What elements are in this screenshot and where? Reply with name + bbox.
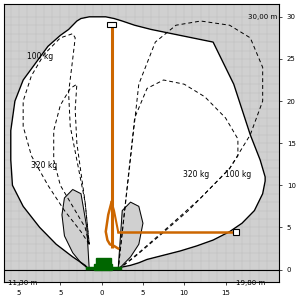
FancyBboxPatch shape [233, 229, 239, 235]
FancyBboxPatch shape [107, 22, 116, 27]
Text: 11,30 m: 11,30 m [8, 280, 38, 286]
Polygon shape [118, 202, 143, 270]
Text: 100 kg: 100 kg [27, 52, 53, 61]
Text: 19,80 m: 19,80 m [236, 280, 265, 286]
Polygon shape [62, 190, 89, 270]
Bar [94, 264, 112, 270]
Text: 100 kg: 100 kg [225, 170, 251, 179]
Text: 320 kg: 320 kg [31, 161, 57, 170]
Text: 320 kg: 320 kg [184, 170, 210, 179]
Bar [96, 258, 111, 264]
Polygon shape [11, 17, 265, 270]
Text: 30,00 m: 30,00 m [248, 14, 278, 20]
